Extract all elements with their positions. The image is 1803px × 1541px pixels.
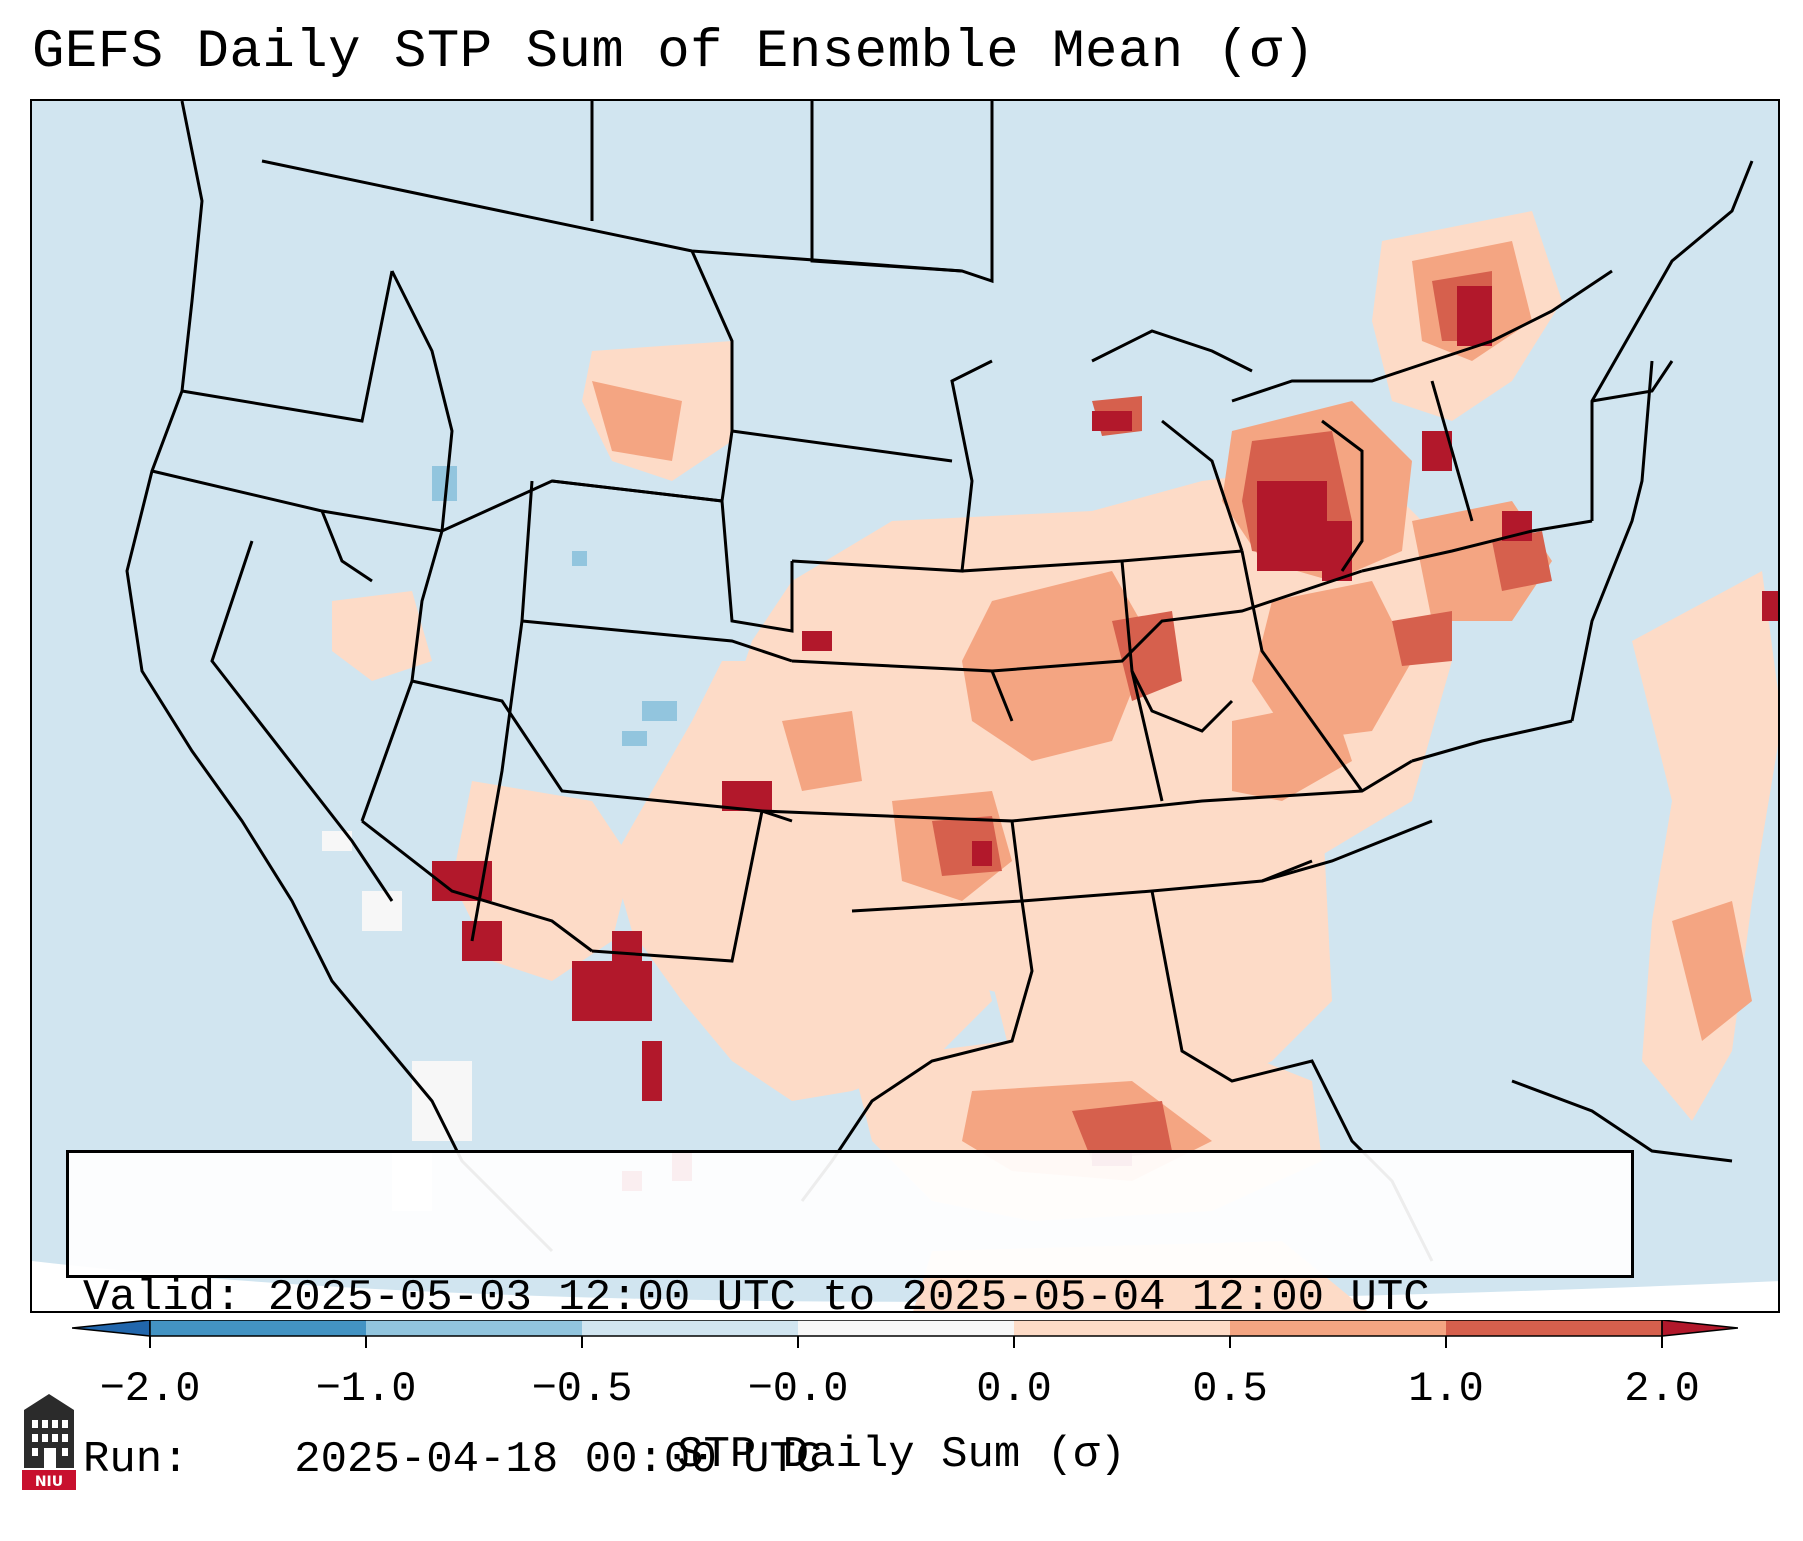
logo-text: NIU (35, 1474, 63, 1490)
colorbar-segment-1 (150, 1320, 366, 1336)
colorbar-segment-2 (366, 1320, 582, 1336)
valid-row: Valid: 2025-05-03 12:00 UTC to 2025-05-0… (83, 1271, 1631, 1325)
map-title: GEFS Daily STP Sum of Ensemble Mean (σ) (32, 22, 1315, 83)
tick-label: −1.0 (316, 1365, 417, 1413)
colorbar-ticks (150, 1336, 1662, 1348)
colorbar-arrow-low (72, 1320, 150, 1336)
stp-map (32, 101, 1780, 1313)
tick-label: −0.5 (532, 1365, 633, 1413)
tick-label: 0.0 (976, 1365, 1052, 1413)
colorbar-segment-3 (582, 1320, 798, 1336)
colorbar-label: STP Daily Sum (σ) (0, 1430, 1803, 1480)
tick-label: 1.0 (1408, 1365, 1484, 1413)
colorbar-arrow-high (1662, 1320, 1738, 1336)
colorbar-segment-6 (1230, 1320, 1446, 1336)
map-panel (30, 99, 1780, 1313)
colorbar-segment-7 (1446, 1320, 1662, 1336)
colorbar-segment-4 (798, 1320, 1014, 1336)
colorbar (72, 1320, 1738, 1358)
colorbar-segment-5 (1014, 1320, 1230, 1336)
tick-label: −0.0 (748, 1365, 849, 1413)
niu-logo: NIU (20, 1392, 78, 1492)
tick-label: −2.0 (100, 1365, 201, 1413)
tick-label: 0.5 (1192, 1365, 1268, 1413)
tick-label: 2.0 (1624, 1365, 1700, 1413)
valid-label: Valid: (83, 1273, 241, 1323)
valid-run-info-box: Valid: 2025-05-03 12:00 UTC to 2025-05-0… (66, 1150, 1634, 1278)
valid-value: 2025-05-03 12:00 UTC to 2025-05-04 12:00… (268, 1273, 1430, 1323)
